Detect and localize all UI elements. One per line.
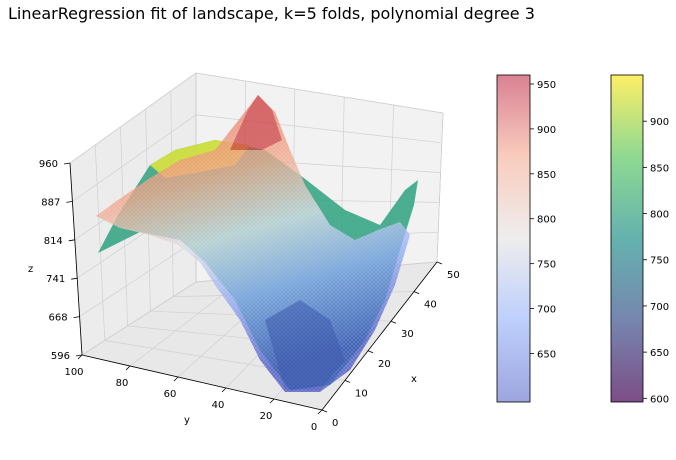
colorbar-tick-label: 700	[537, 305, 556, 316]
y-tick-label: 60	[164, 389, 177, 400]
y-axis-line	[81, 354, 323, 411]
colorbar-tick-label: 600	[650, 394, 669, 405]
y-tick-label: 0	[311, 422, 317, 433]
z-tick-mark	[71, 277, 78, 280]
colorbar-tick-label: 650	[650, 348, 669, 359]
z-tick-label: 960	[39, 159, 58, 170]
colorbar-coolwarm-frame	[496, 74, 531, 403]
colorbar-tick-label: 950	[537, 80, 556, 91]
x-tick-label: 30	[401, 329, 414, 340]
surface-coolwarm	[96, 95, 410, 392]
z-tick-mark	[66, 201, 73, 203]
colorbar-coolwarm: 650 700 750 800 850 900 950	[496, 74, 556, 403]
z-tick-label: 668	[49, 313, 68, 324]
colorbar-tick-label: 900	[650, 117, 669, 128]
x-tick-label: 10	[355, 388, 368, 399]
colorbar-tick-label: 750	[650, 256, 669, 267]
chart-title: LinearRegression fit of landscape, k=5 f…	[8, 4, 535, 23]
colorbar-tick-label: 700	[650, 302, 669, 313]
colorbar-coolwarm-fill	[497, 75, 530, 402]
colorbar-tick-label: 850	[650, 163, 669, 174]
colorbar-tick-label: 800	[650, 210, 669, 221]
z-tick-label: 887	[41, 197, 60, 208]
y-tick-mark	[221, 387, 227, 393]
z-tick-label: 814	[44, 236, 63, 247]
y-tick-label: 100	[64, 367, 83, 378]
x-axis-line	[321, 261, 438, 411]
z-tick-label: 596	[51, 351, 70, 362]
colorbar-viridis: 600 650 700 750 800 850 900	[610, 74, 669, 405]
colorbar-tick-label: 900	[537, 125, 556, 136]
colorbar-viridis-fill	[611, 75, 643, 402]
colorbar-viridis-ticks: 600 650 700 750 800 850 900	[643, 117, 669, 405]
x-axis-label: x	[411, 374, 417, 385]
z-axis-line	[69, 162, 83, 356]
y-tick-mark	[269, 398, 275, 404]
z-axis-label: z	[28, 264, 33, 275]
z-tick-mark	[73, 316, 80, 318]
colorbar-tick-label: 650	[537, 349, 556, 360]
colorbar-coolwarm-ticks: 650 700 750 800 850 900 950	[530, 80, 556, 360]
x-tick-mark	[321, 409, 328, 413]
z-tick-labels: 596 668 741 814 887 960	[39, 159, 83, 362]
y-tick-label: 20	[260, 411, 273, 422]
y-tick-mark	[317, 409, 323, 415]
x-tick-label: 50	[447, 270, 460, 281]
y-axis-label: y	[184, 415, 190, 426]
y-tick-label: 80	[116, 378, 129, 389]
x-tick-labels: 0 10 20 30 40 50	[321, 261, 460, 429]
z-tick-label: 741	[46, 274, 65, 285]
colorbar-tick-label: 800	[537, 215, 556, 226]
y-tick-label: 40	[212, 400, 225, 411]
x-tick-mark	[367, 350, 374, 354]
x-tick-label: 0	[332, 418, 338, 429]
x-tick-mark	[390, 320, 397, 324]
colorbar-viridis-frame	[610, 74, 644, 403]
z-tick-mark	[63, 162, 71, 165]
x-tick-label: 20	[378, 359, 391, 370]
y-tick-mark	[77, 354, 83, 360]
x-tick-label: 40	[424, 300, 437, 311]
y-tick-labels: 0 20 40 60 80 100	[64, 354, 323, 433]
y-tick-mark	[173, 376, 179, 382]
z-tick-mark	[68, 239, 75, 242]
x-tick-mark	[413, 291, 420, 294]
axes-3d: 596 668 741 814 887 960 0 20 40 60 80 100 0 10 20 30 4…	[28, 72, 460, 433]
colorbar-tick-label: 750	[537, 260, 556, 271]
colorbar-tick-label: 850	[537, 170, 556, 181]
x-tick-mark	[344, 380, 351, 383]
y-tick-mark	[125, 365, 131, 371]
gridline-x	[94, 144, 346, 381]
x-tick-mark	[436, 261, 443, 265]
z-tick-mark	[75, 354, 83, 357]
